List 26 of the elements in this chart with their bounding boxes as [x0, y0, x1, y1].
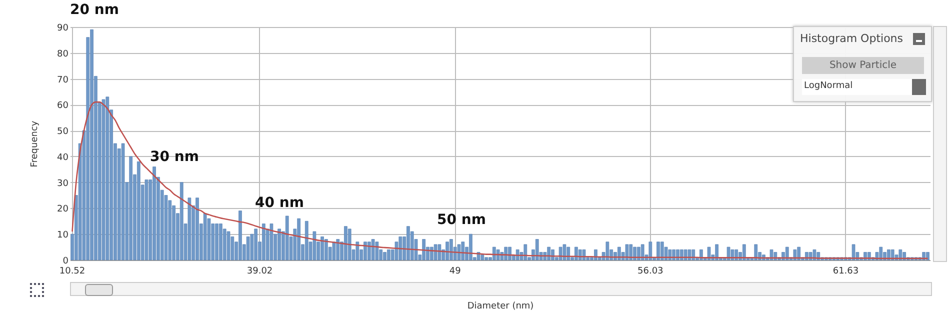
y-tick-label: 20 [57, 204, 69, 215]
y-tick-label: 50 [57, 127, 69, 138]
x-axis-title: Diameter (nm) [467, 302, 534, 312]
annotation: 50 nm [437, 212, 486, 228]
x-tick-label: 56.03 [638, 266, 664, 276]
x-tick-label: 49 [449, 266, 462, 276]
annotation: Histogram Options [800, 32, 904, 45]
x-tick-label: 61.63 [832, 266, 859, 276]
y-tick-label: 30 [57, 178, 69, 189]
annotation: 40 nm [255, 195, 304, 211]
annotation: 30 nm [150, 149, 199, 165]
options-panel: Histogram Options Show Particle LogNormal [793, 26, 932, 102]
x-tick-label: 10.52 [59, 266, 86, 276]
y-tick-label: 10 [57, 230, 69, 241]
text: 20 nm [70, 2, 119, 18]
y-tick-label: 70 [57, 75, 69, 86]
y-tick-label: 0 [62, 256, 69, 266]
annotation: LogNormal [804, 81, 853, 91]
y-tick-label: 40 [57, 152, 69, 163]
y-tick-label: 90 [57, 24, 69, 34]
dropdown: LogNormal [802, 79, 926, 95]
y-tick-label: 60 [57, 101, 69, 112]
x-tick-label: 39.02 [246, 266, 273, 276]
y-tick-label: 80 [57, 49, 69, 60]
y-axis-title: Frequency [30, 120, 40, 168]
button: Show Particle [802, 57, 924, 74]
